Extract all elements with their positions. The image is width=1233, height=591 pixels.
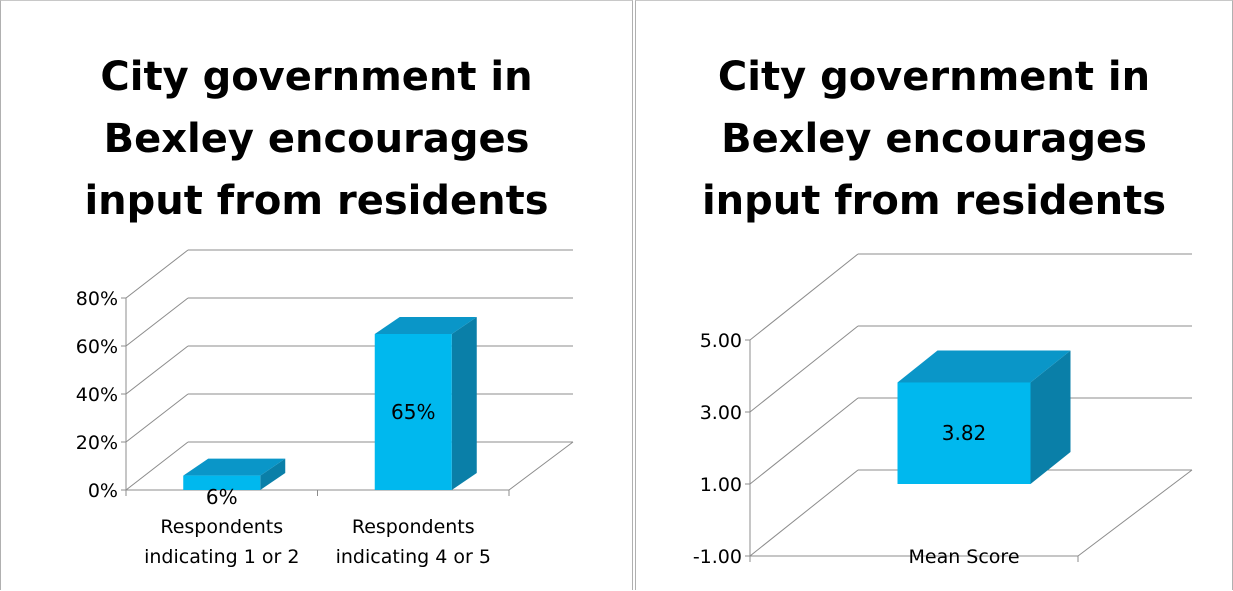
category-label: indicating 4 or 5 [336,546,491,568]
data-label: 65% [391,400,435,424]
side-wall-gridline [125,393,189,443]
side-wall-gridline [125,441,189,491]
bar [183,475,261,490]
chart-panel-right: City government in Bexley encourages inp… [635,0,1233,590]
chart-panel-left: City government in Bexley encourages inp… [0,0,633,590]
side-wall-gridline [749,325,859,413]
chart-title-line: City government in [100,54,533,100]
y-tick-label: 1.00 [700,474,742,496]
bar-side [451,317,477,490]
chart-title-line: input from residents [84,178,549,224]
side-wall-gridline [125,297,189,347]
y-tick-label: 40% [76,384,118,406]
y-tick-label: 80% [76,288,118,310]
chart-title-line: Bexley encourages [721,116,1147,162]
data-label: 3.82 [942,421,987,445]
chart-title-left: City government in Bexley encourages inp… [1,46,632,232]
bar-top [183,458,286,476]
side-wall-gridline [125,249,189,299]
bar [897,382,1031,484]
y-tick-label: 20% [76,432,118,454]
y-tick-label: 60% [76,336,118,358]
y-tick-label: 5.00 [700,330,742,352]
floor-right-edge [1077,469,1193,557]
bar-top [897,350,1071,383]
category-label: Mean Score [908,546,1019,568]
bar-side [260,458,286,490]
chart-title-right: City government in Bexley encourages inp… [636,46,1232,232]
bar-chart-left: 0% 20% 40% 60% 80% 6% Respondents indicating 1 … [76,249,574,568]
bar-top [374,317,477,334]
side-wall-gridline [125,345,189,395]
bar [374,334,452,490]
category-label: Respondents [160,516,283,538]
chart-title-line: Bexley encourages [103,116,530,162]
y-tick-label: 0% [88,480,118,502]
bar-chart-right: -1.00 1.00 3.00 5.00 3.82 Mean Score [693,253,1193,568]
y-tick-label: 3.00 [700,402,742,424]
side-wall-gridline [749,469,859,557]
bar-side [1030,350,1071,484]
side-wall-gridline [749,253,859,341]
y-tick-label: -1.00 [693,546,742,568]
chart-title-line: input from residents [701,178,1167,224]
category-label: Respondents [352,516,475,538]
chart-title-line: City government in [717,54,1151,100]
category-label: indicating 1 or 2 [144,546,299,568]
floor-right-edge [508,441,574,491]
data-label: 6% [206,485,238,509]
side-wall-gridline [749,397,859,485]
